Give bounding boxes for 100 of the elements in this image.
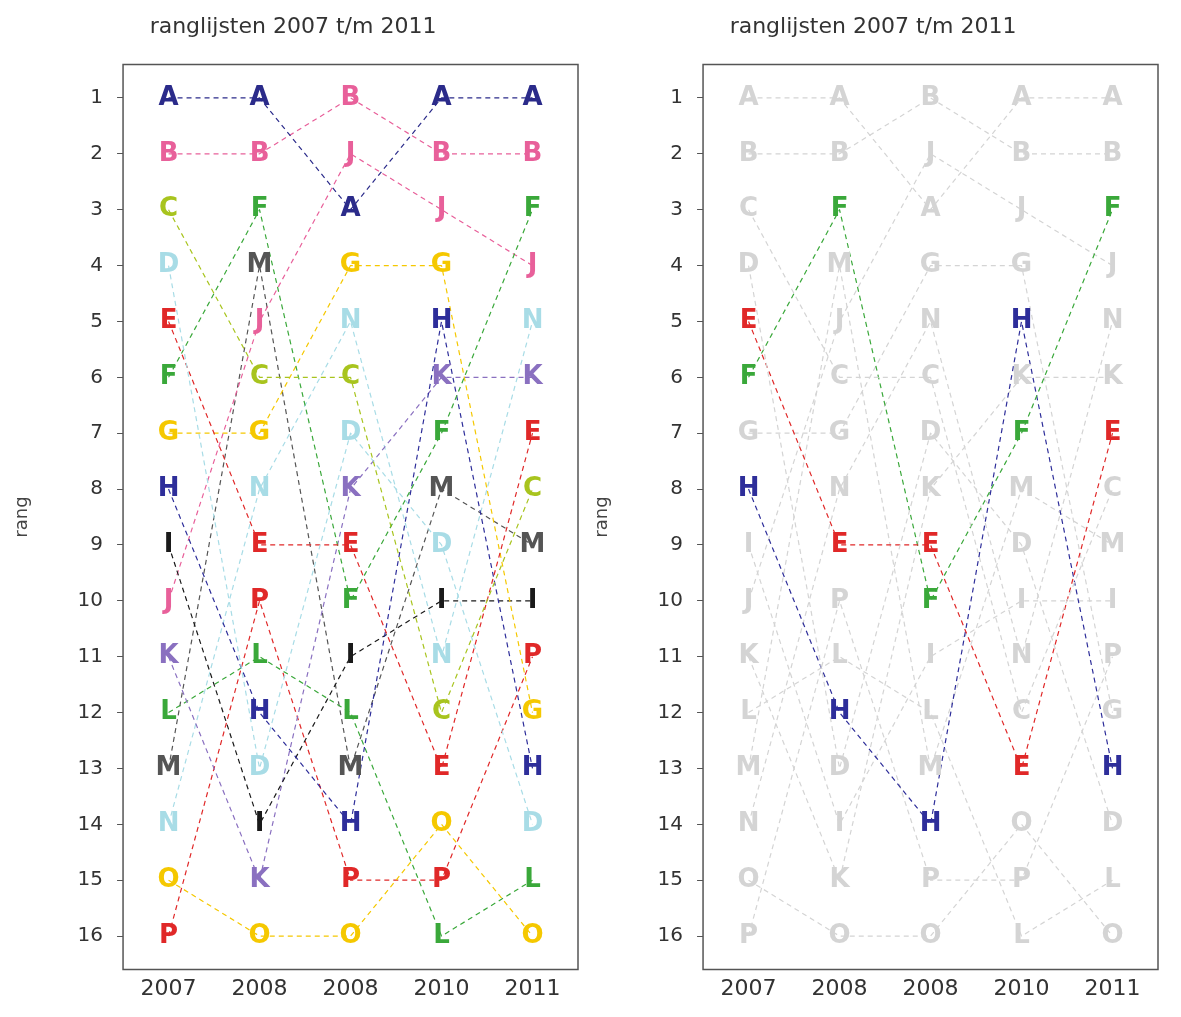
text: B bbox=[340, 80, 361, 111]
text: G bbox=[157, 415, 180, 446]
text: P bbox=[250, 583, 270, 614]
y-tick-label: 5 bbox=[670, 307, 684, 332]
text: E bbox=[739, 304, 758, 335]
text: M bbox=[246, 248, 273, 279]
text: E bbox=[341, 527, 360, 558]
text: B bbox=[158, 136, 179, 167]
y-tick-label: 4 bbox=[670, 251, 684, 276]
text: A bbox=[158, 80, 179, 111]
text: I bbox=[163, 527, 174, 558]
text: E bbox=[523, 415, 542, 446]
y-axis-title: rang bbox=[590, 496, 612, 538]
text: F bbox=[921, 583, 940, 614]
y-axis-title: rang bbox=[10, 496, 32, 538]
y-tick-label: 9 bbox=[670, 531, 684, 556]
text: F bbox=[830, 192, 849, 223]
y-tick-label: 3 bbox=[670, 195, 684, 220]
series-label: C bbox=[249, 360, 270, 391]
y-tick-label: 1 bbox=[90, 84, 104, 109]
text: F bbox=[523, 192, 542, 223]
text: H bbox=[919, 807, 942, 838]
text: A bbox=[340, 192, 361, 223]
y-tick-label: 5 bbox=[90, 307, 104, 332]
y-tick-label: 13 bbox=[657, 754, 684, 779]
x-tick-label: 2008 bbox=[322, 974, 379, 1000]
text: L bbox=[342, 695, 359, 726]
text: H bbox=[1010, 304, 1033, 335]
y-tick-label: 16 bbox=[657, 922, 684, 947]
series-label: L bbox=[433, 918, 450, 949]
series-label: N bbox=[157, 807, 180, 838]
text: G bbox=[339, 248, 362, 279]
chart-title: ranglijsten 2007 t/m 2011 bbox=[729, 12, 1017, 38]
y-tick-label: 13 bbox=[77, 754, 104, 779]
x-tick-label: 2008 bbox=[811, 974, 868, 1000]
series-label: G bbox=[521, 695, 544, 726]
text: C bbox=[340, 360, 361, 391]
y-tick-label: 2 bbox=[90, 140, 104, 165]
text: N bbox=[521, 304, 544, 335]
text: J bbox=[527, 248, 538, 279]
series-label: E bbox=[432, 751, 451, 782]
text: D bbox=[248, 751, 271, 782]
text: H bbox=[737, 471, 760, 502]
text: A bbox=[249, 80, 270, 111]
text: P bbox=[431, 862, 452, 893]
text: L bbox=[251, 639, 268, 670]
y-tick-label: 15 bbox=[77, 866, 104, 891]
series-label: E bbox=[1012, 751, 1031, 782]
y-tick-label: 2 bbox=[670, 140, 684, 165]
x-tick-label: 2008 bbox=[231, 974, 288, 1000]
y-tick-label: 1 bbox=[670, 84, 684, 109]
text: K bbox=[249, 862, 270, 893]
text: H bbox=[157, 471, 180, 502]
text: N bbox=[339, 304, 362, 335]
text: D bbox=[157, 248, 180, 279]
x-tick-label: 2007 bbox=[720, 974, 777, 1000]
text: K bbox=[158, 639, 179, 670]
text: M bbox=[337, 751, 364, 782]
text: K bbox=[522, 360, 543, 391]
y-tick-label: 3 bbox=[90, 195, 104, 220]
y-tick-label: 7 bbox=[90, 419, 104, 444]
series-label: M bbox=[155, 751, 182, 782]
text: B bbox=[522, 136, 543, 167]
text: M bbox=[428, 471, 455, 502]
x-tick-label: 2010 bbox=[993, 974, 1050, 1000]
x-tick-label: 2008 bbox=[902, 974, 959, 1000]
text: I bbox=[527, 583, 538, 614]
text: O bbox=[339, 918, 362, 949]
text: F bbox=[1103, 192, 1122, 223]
chart-title: ranglijsten 2007 t/m 2011 bbox=[149, 12, 437, 38]
text: C bbox=[522, 471, 543, 502]
x-tick-label: 2010 bbox=[413, 974, 470, 1000]
text: F bbox=[250, 192, 269, 223]
text: P bbox=[522, 639, 543, 670]
series-label: P bbox=[159, 918, 179, 949]
text: O bbox=[157, 862, 180, 893]
text: E bbox=[1103, 415, 1122, 446]
text: F bbox=[1012, 415, 1031, 446]
text: O bbox=[248, 918, 271, 949]
series-label: K bbox=[1011, 360, 1033, 391]
y-tick-label: 6 bbox=[670, 363, 684, 388]
y-tick-label: 14 bbox=[657, 810, 684, 835]
text: N bbox=[248, 471, 271, 502]
y-tick-label: 10 bbox=[77, 587, 104, 612]
text: G bbox=[430, 248, 453, 279]
series-label: H bbox=[828, 695, 851, 726]
text: J bbox=[254, 304, 265, 335]
series-label: D bbox=[339, 415, 362, 446]
text: H bbox=[1101, 751, 1124, 782]
y-tick-label: 11 bbox=[77, 642, 104, 667]
text: H bbox=[339, 807, 362, 838]
text: D bbox=[430, 527, 453, 558]
series-label: I bbox=[345, 639, 356, 670]
text: A bbox=[522, 80, 543, 111]
y-tick-label: 8 bbox=[90, 475, 104, 500]
text: K bbox=[340, 471, 361, 502]
series-label: F bbox=[159, 360, 178, 391]
text: O bbox=[521, 918, 544, 949]
text: I bbox=[254, 807, 265, 838]
series-label: A bbox=[431, 80, 452, 111]
